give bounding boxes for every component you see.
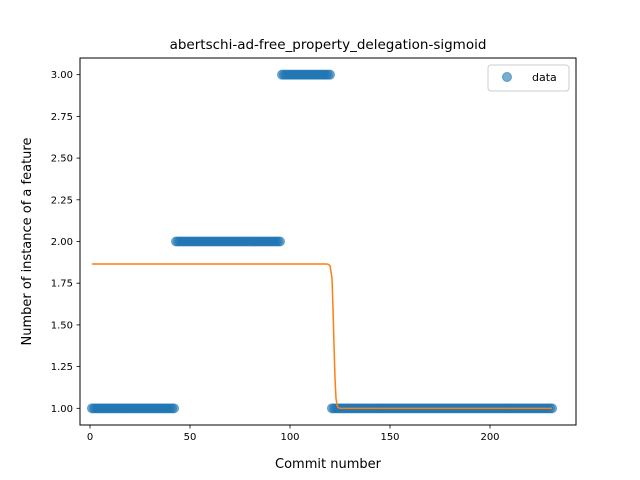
legend-label-data: data (532, 71, 557, 84)
y-tick-label: 3.00 (51, 70, 73, 81)
y-tick-label: 2.75 (51, 112, 73, 123)
x-tick-label: 100 (280, 432, 299, 443)
fit-line (92, 263, 552, 410)
y-tick-label: 1.75 (51, 279, 73, 290)
x-tick-label: 200 (480, 432, 499, 443)
data-point (275, 236, 285, 247)
legend-marker-data (502, 72, 512, 82)
legend-box (487, 64, 570, 92)
y-axis: 1.00 1.25 1.50 1.75 2.00 2.25 2.50 2.75 3.00 (51, 70, 80, 415)
y-tick-label: 1.25 (51, 362, 73, 373)
y-tick-label: 1.00 (51, 404, 73, 415)
y-axis-title: Number of instance of a feature (20, 138, 35, 346)
x-axis-title: Commit number (275, 457, 382, 472)
data-point (325, 69, 335, 80)
x-tick-label: 50 (184, 432, 197, 443)
y-tick-label: 2.50 (51, 154, 73, 165)
data-point (169, 403, 179, 414)
plot-area (87, 69, 557, 414)
legend: data (487, 64, 570, 92)
x-tick-label: 0 (87, 432, 93, 443)
y-tick-label: 2.00 (51, 237, 73, 248)
y-tick-label: 1.50 (51, 320, 73, 331)
x-tick-label: 150 (380, 432, 399, 443)
x-axis: 0 50 100 150 200 (87, 425, 500, 443)
chart-title: abertschi-ad-free_property_delegation-si… (170, 37, 487, 53)
y-tick-label: 2.25 (51, 195, 73, 206)
